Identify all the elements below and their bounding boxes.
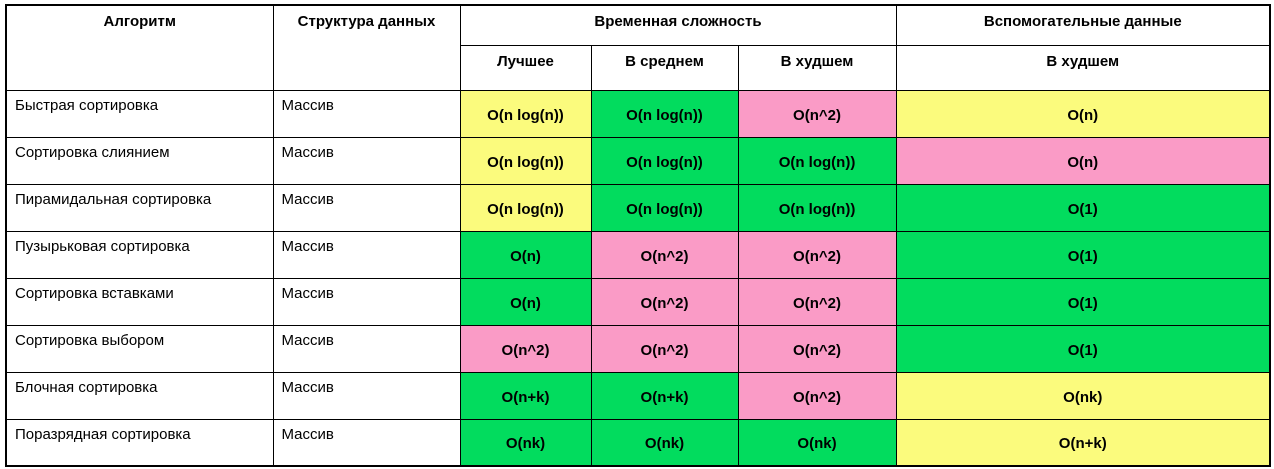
table-row: Быстрая сортировка Массив O(n log(n)) O(n l… xyxy=(5,89,1271,138)
worst-complexity-cell: O(nk) xyxy=(737,418,897,467)
header-aux-data: Вспомогательные данные xyxy=(895,4,1271,46)
table-row: Сортировка слиянием Массив O(n log(n)) O(n … xyxy=(5,136,1271,185)
aux-data-cell: O(1) xyxy=(895,277,1271,326)
data-structure-cell: Массив xyxy=(272,136,461,185)
aux-data-cell: O(1) xyxy=(895,230,1271,279)
header-algorithm: Алгоритм xyxy=(5,4,274,91)
aux-data-cell: O(1) xyxy=(895,183,1271,232)
best-complexity-cell: O(n) xyxy=(459,230,592,279)
worst-complexity-cell: O(n^2) xyxy=(737,89,897,138)
table-row: Пирамидальная сортировка Массив O(n log(n)… xyxy=(5,183,1271,232)
best-complexity-cell: O(n^2) xyxy=(459,324,592,373)
aux-data-cell: O(n) xyxy=(895,89,1271,138)
algorithm-name-cell: Сортировка слиянием xyxy=(5,136,274,185)
worst-complexity-cell: O(n log(n)) xyxy=(737,183,897,232)
subheader-aux-worst: В худшем xyxy=(895,44,1271,91)
best-complexity-cell: O(n log(n)) xyxy=(459,136,592,185)
table-row: Сортировка вставками Массив O(n) O(n^2) O(n^… xyxy=(5,277,1271,326)
aux-data-cell: O(n) xyxy=(895,136,1271,185)
data-structure-cell: Массив xyxy=(272,277,461,326)
aux-data-cell: O(n+k) xyxy=(895,418,1271,467)
average-complexity-cell: O(n^2) xyxy=(590,277,739,326)
best-complexity-cell: O(nk) xyxy=(459,418,592,467)
average-complexity-cell: O(n^2) xyxy=(590,324,739,373)
header-time-complexity: Временная сложность xyxy=(459,4,897,46)
table-header: Алгоритм Структура данных Временная слож… xyxy=(5,4,1271,91)
average-complexity-cell: O(n^2) xyxy=(590,230,739,279)
average-complexity-cell: O(nk) xyxy=(590,418,739,467)
data-structure-cell: Массив xyxy=(272,230,461,279)
data-structure-cell: Массив xyxy=(272,371,461,420)
subheader-worst: В худшем xyxy=(737,44,897,91)
average-complexity-cell: O(n log(n)) xyxy=(590,183,739,232)
table-body: Быстрая сортировка Массив O(n log(n)) O(n l… xyxy=(5,89,1271,467)
aux-data-cell: O(1) xyxy=(895,324,1271,373)
worst-complexity-cell: O(n^2) xyxy=(737,230,897,279)
algorithm-name-cell: Пирамидальная сортировка xyxy=(5,183,274,232)
worst-complexity-cell: O(n^2) xyxy=(737,277,897,326)
algorithm-name-cell: Быстрая сортировка xyxy=(5,89,274,138)
worst-complexity-cell: O(n log(n)) xyxy=(737,136,897,185)
best-complexity-cell: O(n log(n)) xyxy=(459,183,592,232)
average-complexity-cell: O(n log(n)) xyxy=(590,136,739,185)
algorithm-name-cell: Блочная сортировка xyxy=(5,371,274,420)
sorting-complexity-table: Алгоритм Структура данных Временная слож… xyxy=(5,4,1272,467)
data-structure-cell: Массив xyxy=(272,418,461,467)
subheader-best: Лучшее xyxy=(459,44,592,91)
header-row-1: Алгоритм Структура данных Временная слож… xyxy=(5,4,1271,91)
data-structure-cell: Массив xyxy=(272,324,461,373)
algorithm-name-cell: Сортировка выбором xyxy=(5,324,274,373)
aux-data-cell: O(nk) xyxy=(895,371,1271,420)
header-structure: Структура данных xyxy=(272,4,461,91)
average-complexity-cell: O(n log(n)) xyxy=(590,89,739,138)
subheader-average: В среднем xyxy=(590,44,739,91)
table-row: Сортировка выбором Массив O(n^2) O(n^2) O(n^… xyxy=(5,324,1271,373)
algorithm-name-cell: Пузырьковая сортировка xyxy=(5,230,274,279)
average-complexity-cell: O(n+k) xyxy=(590,371,739,420)
table-row: Пузырьковая сортировка Массив O(n) O(n^2) O(… xyxy=(5,230,1271,279)
data-structure-cell: Массив xyxy=(272,183,461,232)
data-structure-cell: Массив xyxy=(272,89,461,138)
header-row-2: Лучшее В среднем В худшем В худшем xyxy=(6,44,1271,91)
worst-complexity-cell: O(n^2) xyxy=(737,371,897,420)
best-complexity-cell: O(n) xyxy=(459,277,592,326)
best-complexity-cell: O(n log(n)) xyxy=(459,89,592,138)
algorithm-name-cell: Сортировка вставками xyxy=(5,277,274,326)
table-row: Поразрядная сортировка Массив O(nk) O(nk) O(… xyxy=(5,418,1271,467)
best-complexity-cell: O(n+k) xyxy=(459,371,592,420)
algorithm-name-cell: Поразрядная сортировка xyxy=(5,418,274,467)
worst-complexity-cell: O(n^2) xyxy=(737,324,897,373)
table-row: Блочная сортировка Массив O(n+k) O(n+k) O(n^… xyxy=(5,371,1271,420)
